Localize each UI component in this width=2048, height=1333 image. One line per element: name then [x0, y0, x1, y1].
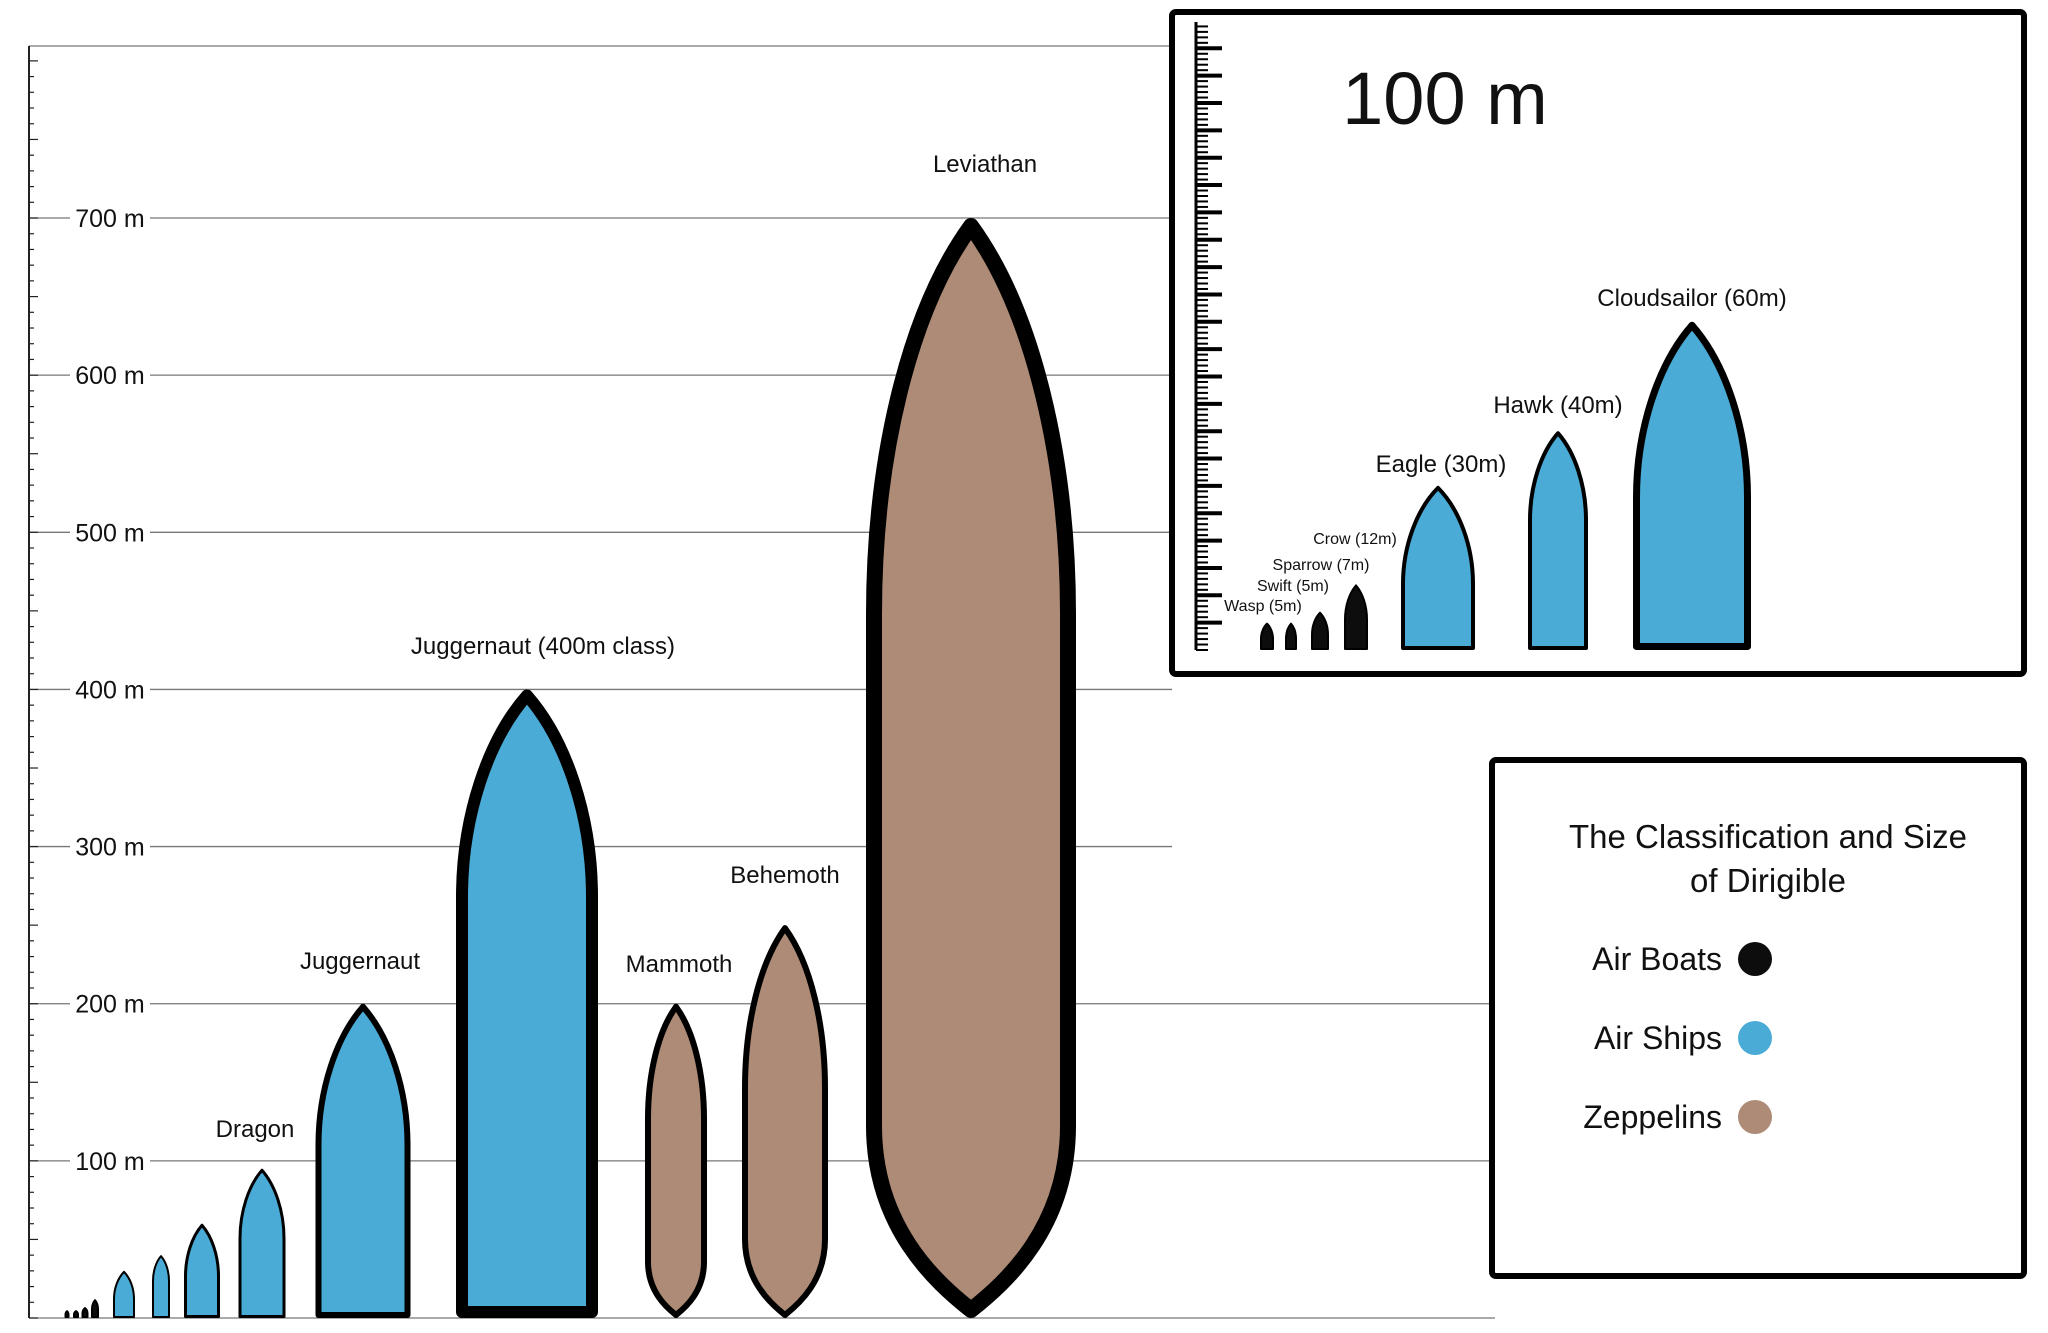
inset-ship-shape-crow-12m — [1344, 584, 1368, 650]
inset-ships — [1260, 321, 1751, 650]
legend-label-air-ships: Air Ships — [1594, 1020, 1722, 1056]
y-tick-label-200: 200 m — [75, 991, 144, 1019]
legend-title-line2: of Dirigible — [1690, 862, 1846, 899]
inset-y-axis — [1194, 22, 1222, 651]
ship-shape-juggernaut — [315, 1003, 411, 1318]
legend: The Classification and Size of Dirigible… — [1489, 757, 2027, 1279]
inset-ship-shape-eagle-30m — [1401, 485, 1475, 650]
ship-mammoth — [645, 1003, 707, 1318]
inset-ship-swift-5m — [1285, 622, 1297, 650]
legend-swatch-zeppelins — [1738, 1100, 1772, 1134]
ship-label-dragon: Dragon — [216, 1116, 295, 1143]
legend-label-air-boats: Air Boats — [1592, 941, 1722, 977]
y-tick-label-400: 400 m — [75, 676, 144, 704]
ship-label-juggernaut-400m-class: Juggernaut (400m class) — [411, 633, 675, 660]
inset-ship-shape-cloudsailor-60m — [1633, 321, 1751, 650]
main-y-axis: 100 m 200 m 300 m 400 m 500 m 600 m 700 m — [28, 46, 145, 1319]
ship-dragon — [238, 1168, 286, 1318]
inset-ship-shape-hawk-40m — [1528, 431, 1588, 650]
ship-shape-leviathan — [866, 218, 1076, 1318]
ship-juggernaut-400m-class — [456, 689, 598, 1318]
inset-ship-shape-wasp-5m — [1260, 622, 1274, 650]
inset-title: 100 m — [1342, 57, 1548, 140]
ship-shape-small-5 — [152, 1255, 170, 1318]
ship-shape-behemoth — [742, 925, 828, 1318]
ship-shape-dragon — [238, 1168, 286, 1318]
ship-small-1 — [73, 1310, 79, 1318]
legend-entries: Air Boats Air Ships Zeppelins — [1583, 941, 1772, 1135]
inset-ship-label-sparrow-7m: Sparrow (7m) — [1273, 557, 1370, 574]
inset-ship-eagle-30m — [1401, 485, 1475, 650]
legend-swatch-air-boats — [1738, 942, 1772, 976]
inset-ship-labels: Wasp (5m) Swift (5m) Sparrow (7m) Crow (12m… — [1224, 285, 1787, 615]
ship-shape-small-4 — [113, 1270, 135, 1318]
ship-shape-juggernaut-400m-class — [456, 689, 598, 1318]
inset-ship-hawk-40m — [1528, 431, 1588, 650]
ship-label-mammoth: Mammoth — [626, 951, 733, 978]
y-tick-label-100: 100 m — [75, 1148, 144, 1176]
ship-shape-small-0 — [64, 1310, 70, 1318]
legend-entry-air-boats: Air Boats — [1592, 941, 1772, 977]
main-ships — [64, 218, 1076, 1318]
ship-leviathan — [866, 218, 1076, 1318]
inset-ship-label-crow-12m: Crow (12m) — [1313, 531, 1397, 548]
legend-title-line1: The Classification and Size — [1569, 818, 1967, 855]
legend-entry-zeppelins: Zeppelins — [1583, 1099, 1772, 1135]
ship-shape-small-1 — [73, 1310, 79, 1318]
ship-label-juggernaut: Juggernaut — [300, 948, 420, 975]
inset-panel: 100 m Wasp (5m) Swift (5m) Sparrow (7m) Cro… — [1169, 9, 2027, 677]
inset-ship-label-hawk-40m: Hawk (40m) — [1493, 392, 1622, 419]
inset-ship-label-swift-5m: Swift (5m) — [1257, 578, 1329, 595]
ship-small-3 — [91, 1299, 99, 1318]
inset-frame — [1169, 9, 2027, 677]
ship-small-4 — [113, 1270, 135, 1318]
ship-small-5 — [152, 1255, 170, 1318]
legend-swatch-air-ships — [1738, 1021, 1772, 1055]
inset-ship-sparrow-7m — [1311, 611, 1329, 650]
inset-ship-cloudsailor-60m — [1633, 321, 1751, 650]
y-tick-label-300: 300 m — [75, 834, 144, 862]
y-tick-label-600: 600 m — [75, 362, 144, 390]
ship-shape-small-2 — [81, 1307, 89, 1318]
ship-shape-small-3 — [91, 1299, 99, 1318]
inset-ship-label-cloudsailor-60m: Cloudsailor (60m) — [1597, 285, 1786, 312]
inset-ship-wasp-5m — [1260, 622, 1274, 650]
ship-label-behemoth: Behemoth — [730, 862, 839, 889]
inset-ship-shape-sparrow-7m — [1311, 611, 1329, 650]
inset-ship-crow-12m — [1344, 584, 1368, 650]
ship-juggernaut — [315, 1003, 411, 1318]
ship-label-leviathan: Leviathan — [933, 151, 1037, 178]
ship-shape-mammoth — [645, 1003, 707, 1318]
ship-small-6 — [184, 1223, 220, 1318]
y-tick-label-700: 700 m — [75, 205, 144, 233]
ship-small-0 — [64, 1310, 70, 1318]
inset-ship-label-wasp-5m: Wasp (5m) — [1224, 598, 1302, 615]
inset-ship-label-eagle-30m: Eagle (30m) — [1376, 451, 1507, 478]
ship-small-2 — [81, 1307, 89, 1318]
legend-entry-air-ships: Air Ships — [1594, 1020, 1772, 1056]
y-tick-label-500: 500 m — [75, 519, 144, 547]
ship-behemoth — [742, 925, 828, 1318]
legend-frame — [1489, 757, 2027, 1279]
ship-shape-small-6 — [184, 1223, 220, 1318]
main-ship-labels: Dragon Juggernaut Juggernaut (400m class) M… — [216, 151, 1037, 1143]
inset-ship-shape-swift-5m — [1285, 622, 1297, 650]
legend-label-zeppelins: Zeppelins — [1583, 1099, 1722, 1135]
